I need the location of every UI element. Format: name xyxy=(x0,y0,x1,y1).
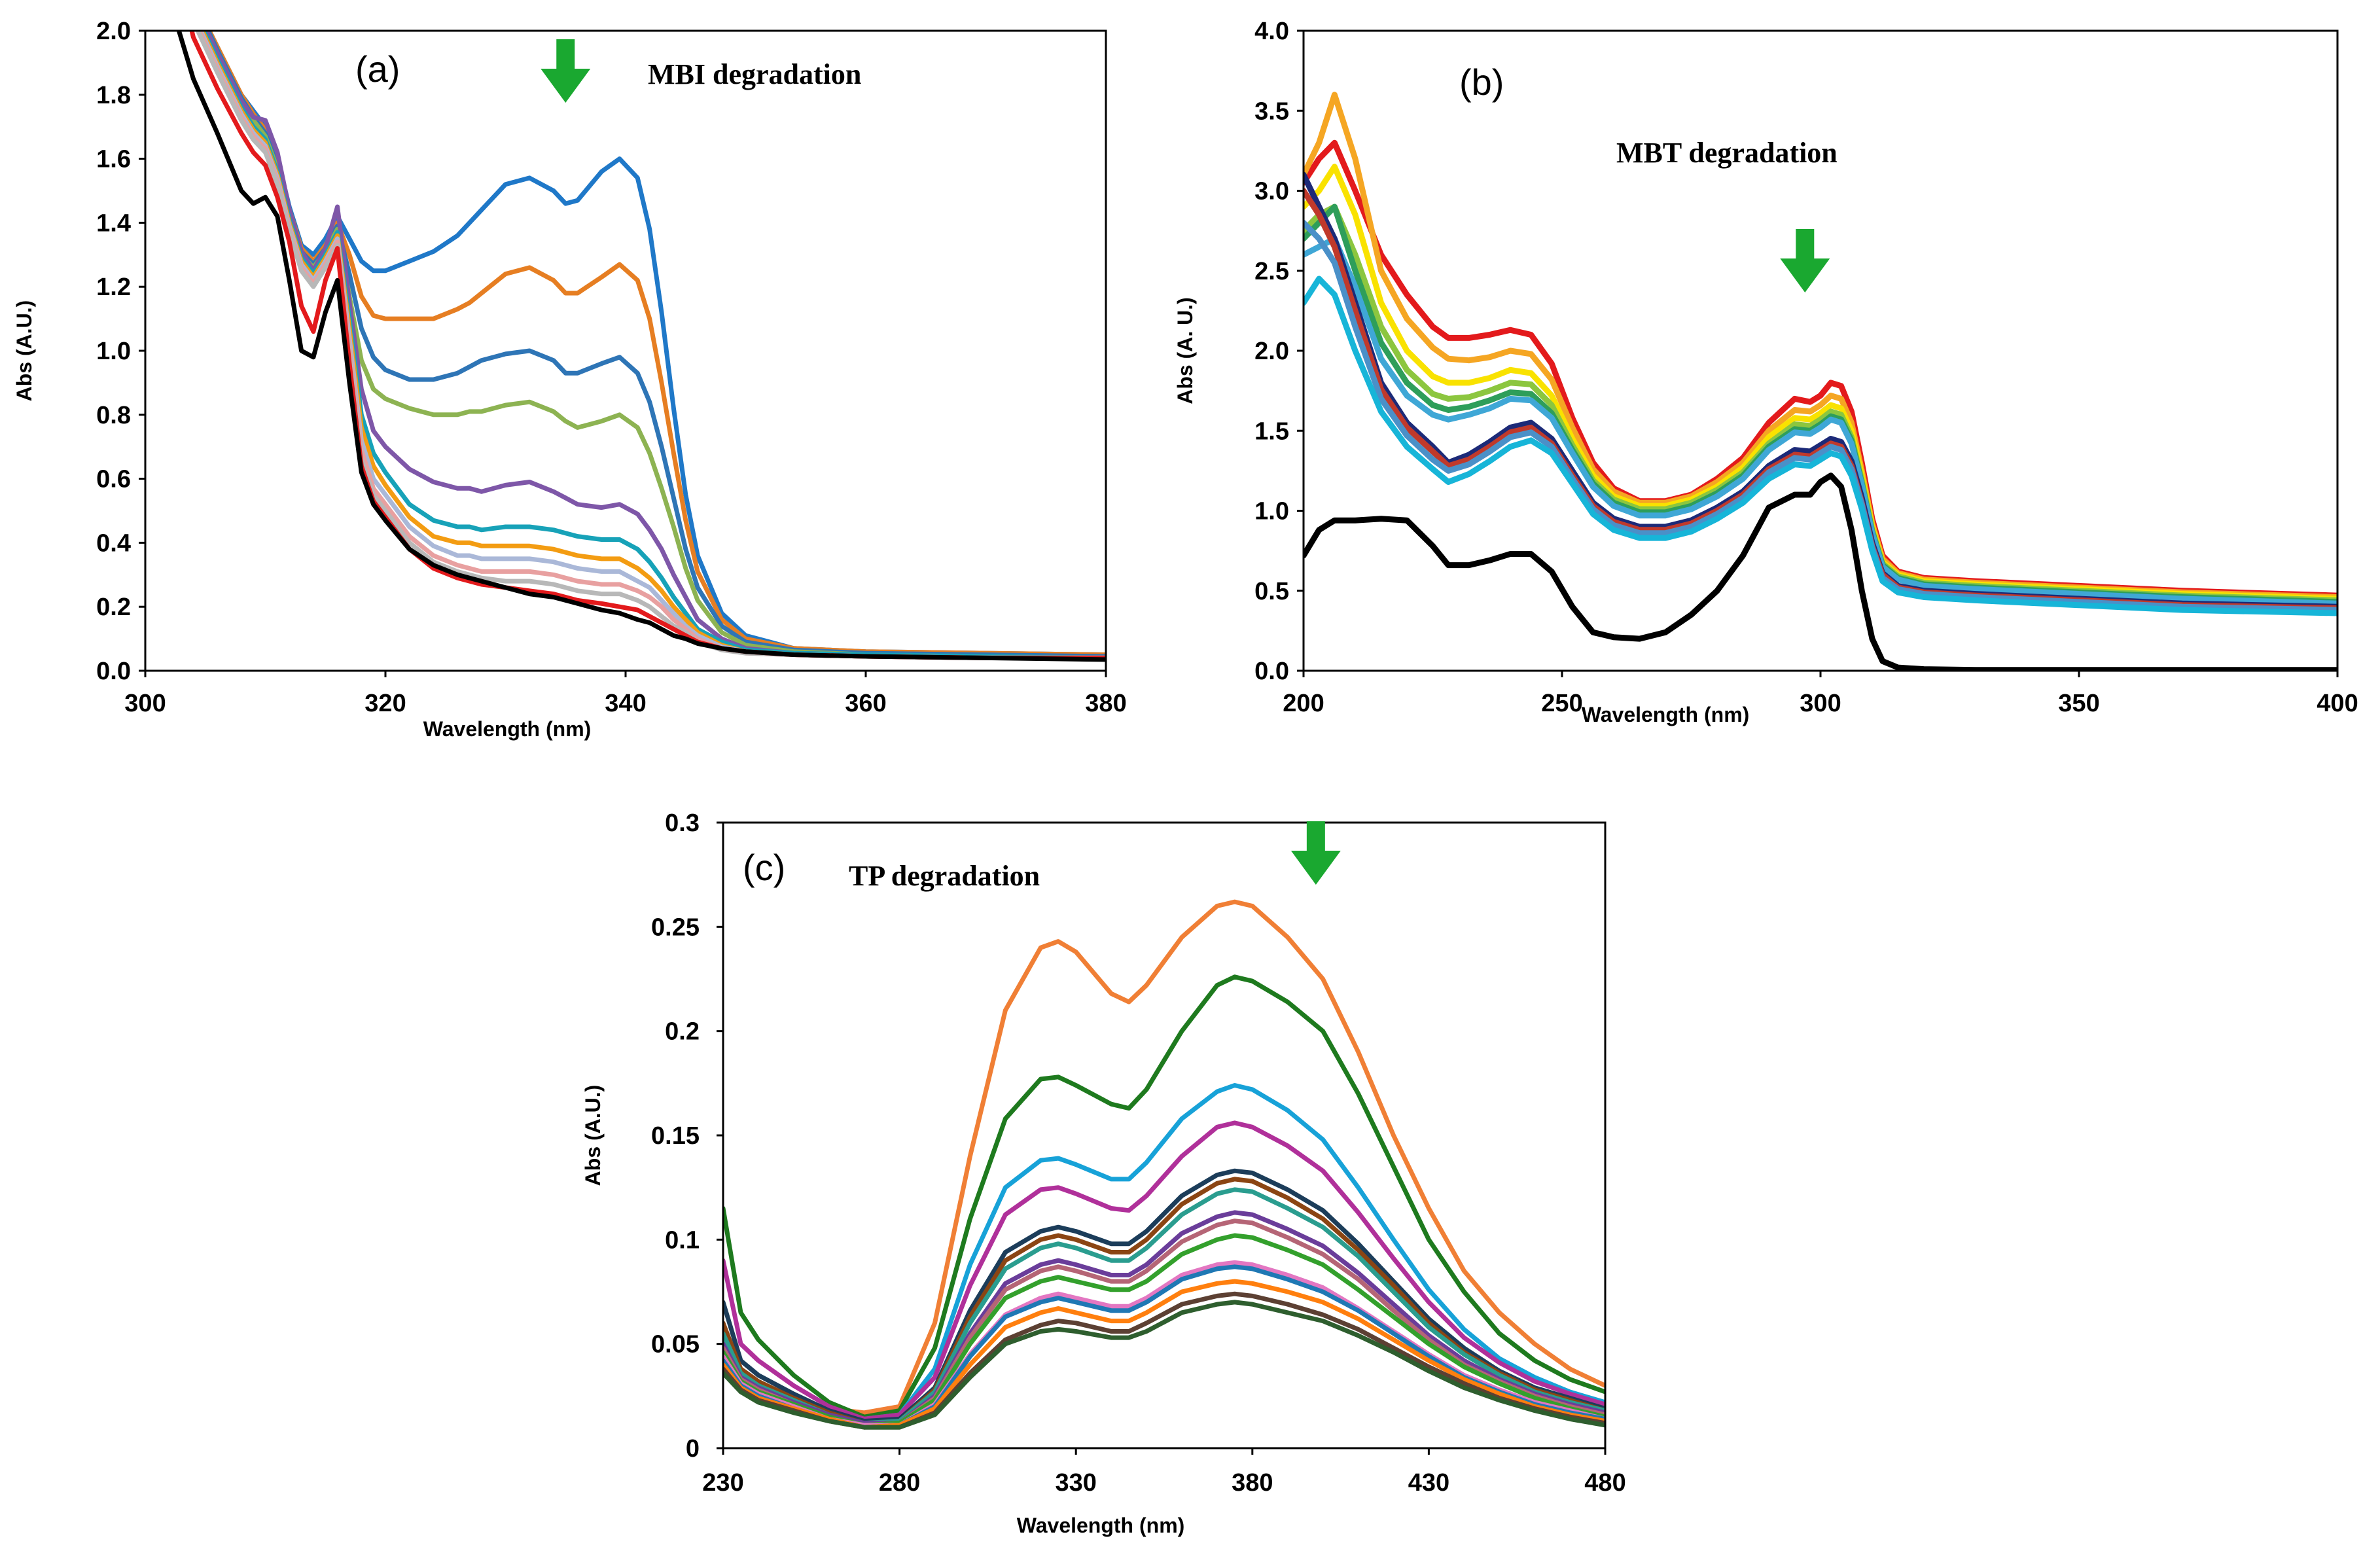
chart-title: TP degradation xyxy=(849,860,1040,892)
x-tick-label: 250 xyxy=(1541,690,1582,717)
series-line-t14 xyxy=(723,1300,1605,1430)
y-tick-label: 1.6 xyxy=(96,146,131,173)
series-line-t11 xyxy=(176,31,1106,662)
x-tick-label: 320 xyxy=(364,690,406,717)
y-tick-label: 0.15 xyxy=(651,1122,700,1150)
y-tick-label: 3.0 xyxy=(1254,178,1289,205)
series-group xyxy=(176,31,1106,662)
x-tick-label: 360 xyxy=(845,690,886,717)
y-tick-label: 0.0 xyxy=(96,658,131,685)
x-tick-label: 380 xyxy=(1232,1469,1273,1497)
x-tick-label: 350 xyxy=(2058,690,2099,717)
y-tick-label: 0.2 xyxy=(665,1018,700,1046)
panel-2: 0 0.05 0.1 0.15 0.2 0.25 0.3 230 280 330 380 430 480… xyxy=(581,809,1626,1537)
y-tick-label: 2.5 xyxy=(1254,258,1289,285)
y-tick-label: 0.05 xyxy=(651,1331,700,1359)
x-tick-label: 430 xyxy=(1408,1469,1449,1497)
x-tick-label: 380 xyxy=(1085,690,1126,717)
y-tick-label: 2.0 xyxy=(96,18,131,45)
series-group xyxy=(723,899,1605,1430)
chart-title: MBT degradation xyxy=(1616,137,1838,169)
x-tick-label: 300 xyxy=(1800,690,1841,717)
series-line-t4 xyxy=(204,31,1106,660)
x-tick-label: 400 xyxy=(2317,690,2358,717)
x-tick-label: 300 xyxy=(124,690,166,717)
y-tick-label: 0.0 xyxy=(1254,658,1289,685)
y-tick-label: 0.2 xyxy=(96,594,131,621)
chart-title: MBI degradation xyxy=(648,58,861,90)
y-tick-label: 0.3 xyxy=(665,809,700,837)
y-tick-label: 0.8 xyxy=(96,402,131,429)
y-axis-label: Abs (A.U.) xyxy=(581,1085,605,1186)
y-tick-label: 0.5 xyxy=(1254,578,1289,605)
series-line-t1 xyxy=(723,974,1605,1419)
series-line-t10 xyxy=(1304,472,2337,671)
x-tick-label: 200 xyxy=(1283,690,1324,717)
panel-label: (b) xyxy=(1459,62,1504,103)
y-tick-label: 0.6 xyxy=(96,466,131,493)
x-tick-label: 230 xyxy=(702,1469,743,1497)
y-tick-label: 4.0 xyxy=(1254,18,1289,45)
down-arrow-icon xyxy=(541,39,591,103)
y-tick-label: 1.8 xyxy=(96,82,131,109)
y-tick-label: 0.1 xyxy=(665,1226,700,1254)
x-axis-label: Wavelength (nm) xyxy=(423,717,592,741)
y-tick-label: 2.0 xyxy=(1254,338,1289,365)
series-line-t9 xyxy=(1304,275,2337,616)
x-axis-label: Wavelength (nm) xyxy=(1582,703,1750,726)
y-axis-label: Abs (A.U.) xyxy=(12,300,36,402)
x-tick-label: 480 xyxy=(1584,1469,1625,1497)
down-arrow-icon xyxy=(1780,229,1830,293)
y-tick-label: 1.0 xyxy=(96,338,131,365)
x-axis-label: Wavelength (nm) xyxy=(1017,1514,1185,1537)
x-tick-label: 330 xyxy=(1055,1469,1096,1497)
panel-0: 0.0 0.2 0.4 0.6 0.8 1.0 1.2 1.4 1.6 1.8 2.0 300 320 3… xyxy=(12,18,1127,741)
x-tick-label: 280 xyxy=(879,1469,920,1497)
y-tick-label: 1.5 xyxy=(1254,418,1289,445)
y-tick-label: 0.25 xyxy=(651,914,700,941)
y-tick-label: 1.0 xyxy=(1254,498,1289,525)
y-tick-label: 0.4 xyxy=(96,529,131,557)
series-group xyxy=(1304,92,2337,671)
x-tick-label: 340 xyxy=(605,690,646,717)
panel-label: (c) xyxy=(743,847,785,888)
y-tick-label: 1.4 xyxy=(96,209,131,237)
panel-1: 0.0 0.5 1.0 1.5 2.0 2.5 3.0 3.5 4.0 200 250 300 350 4… xyxy=(1173,18,2358,726)
y-tick-label: 1.2 xyxy=(96,274,131,301)
y-tick-label: 0 xyxy=(686,1435,700,1463)
y-axis-label: Abs (A. U.) xyxy=(1173,297,1197,404)
series-line-t3 xyxy=(723,1120,1605,1421)
y-tick-label: 3.5 xyxy=(1254,98,1289,125)
panel-label: (a) xyxy=(355,48,400,90)
down-arrow-icon xyxy=(1290,821,1341,885)
